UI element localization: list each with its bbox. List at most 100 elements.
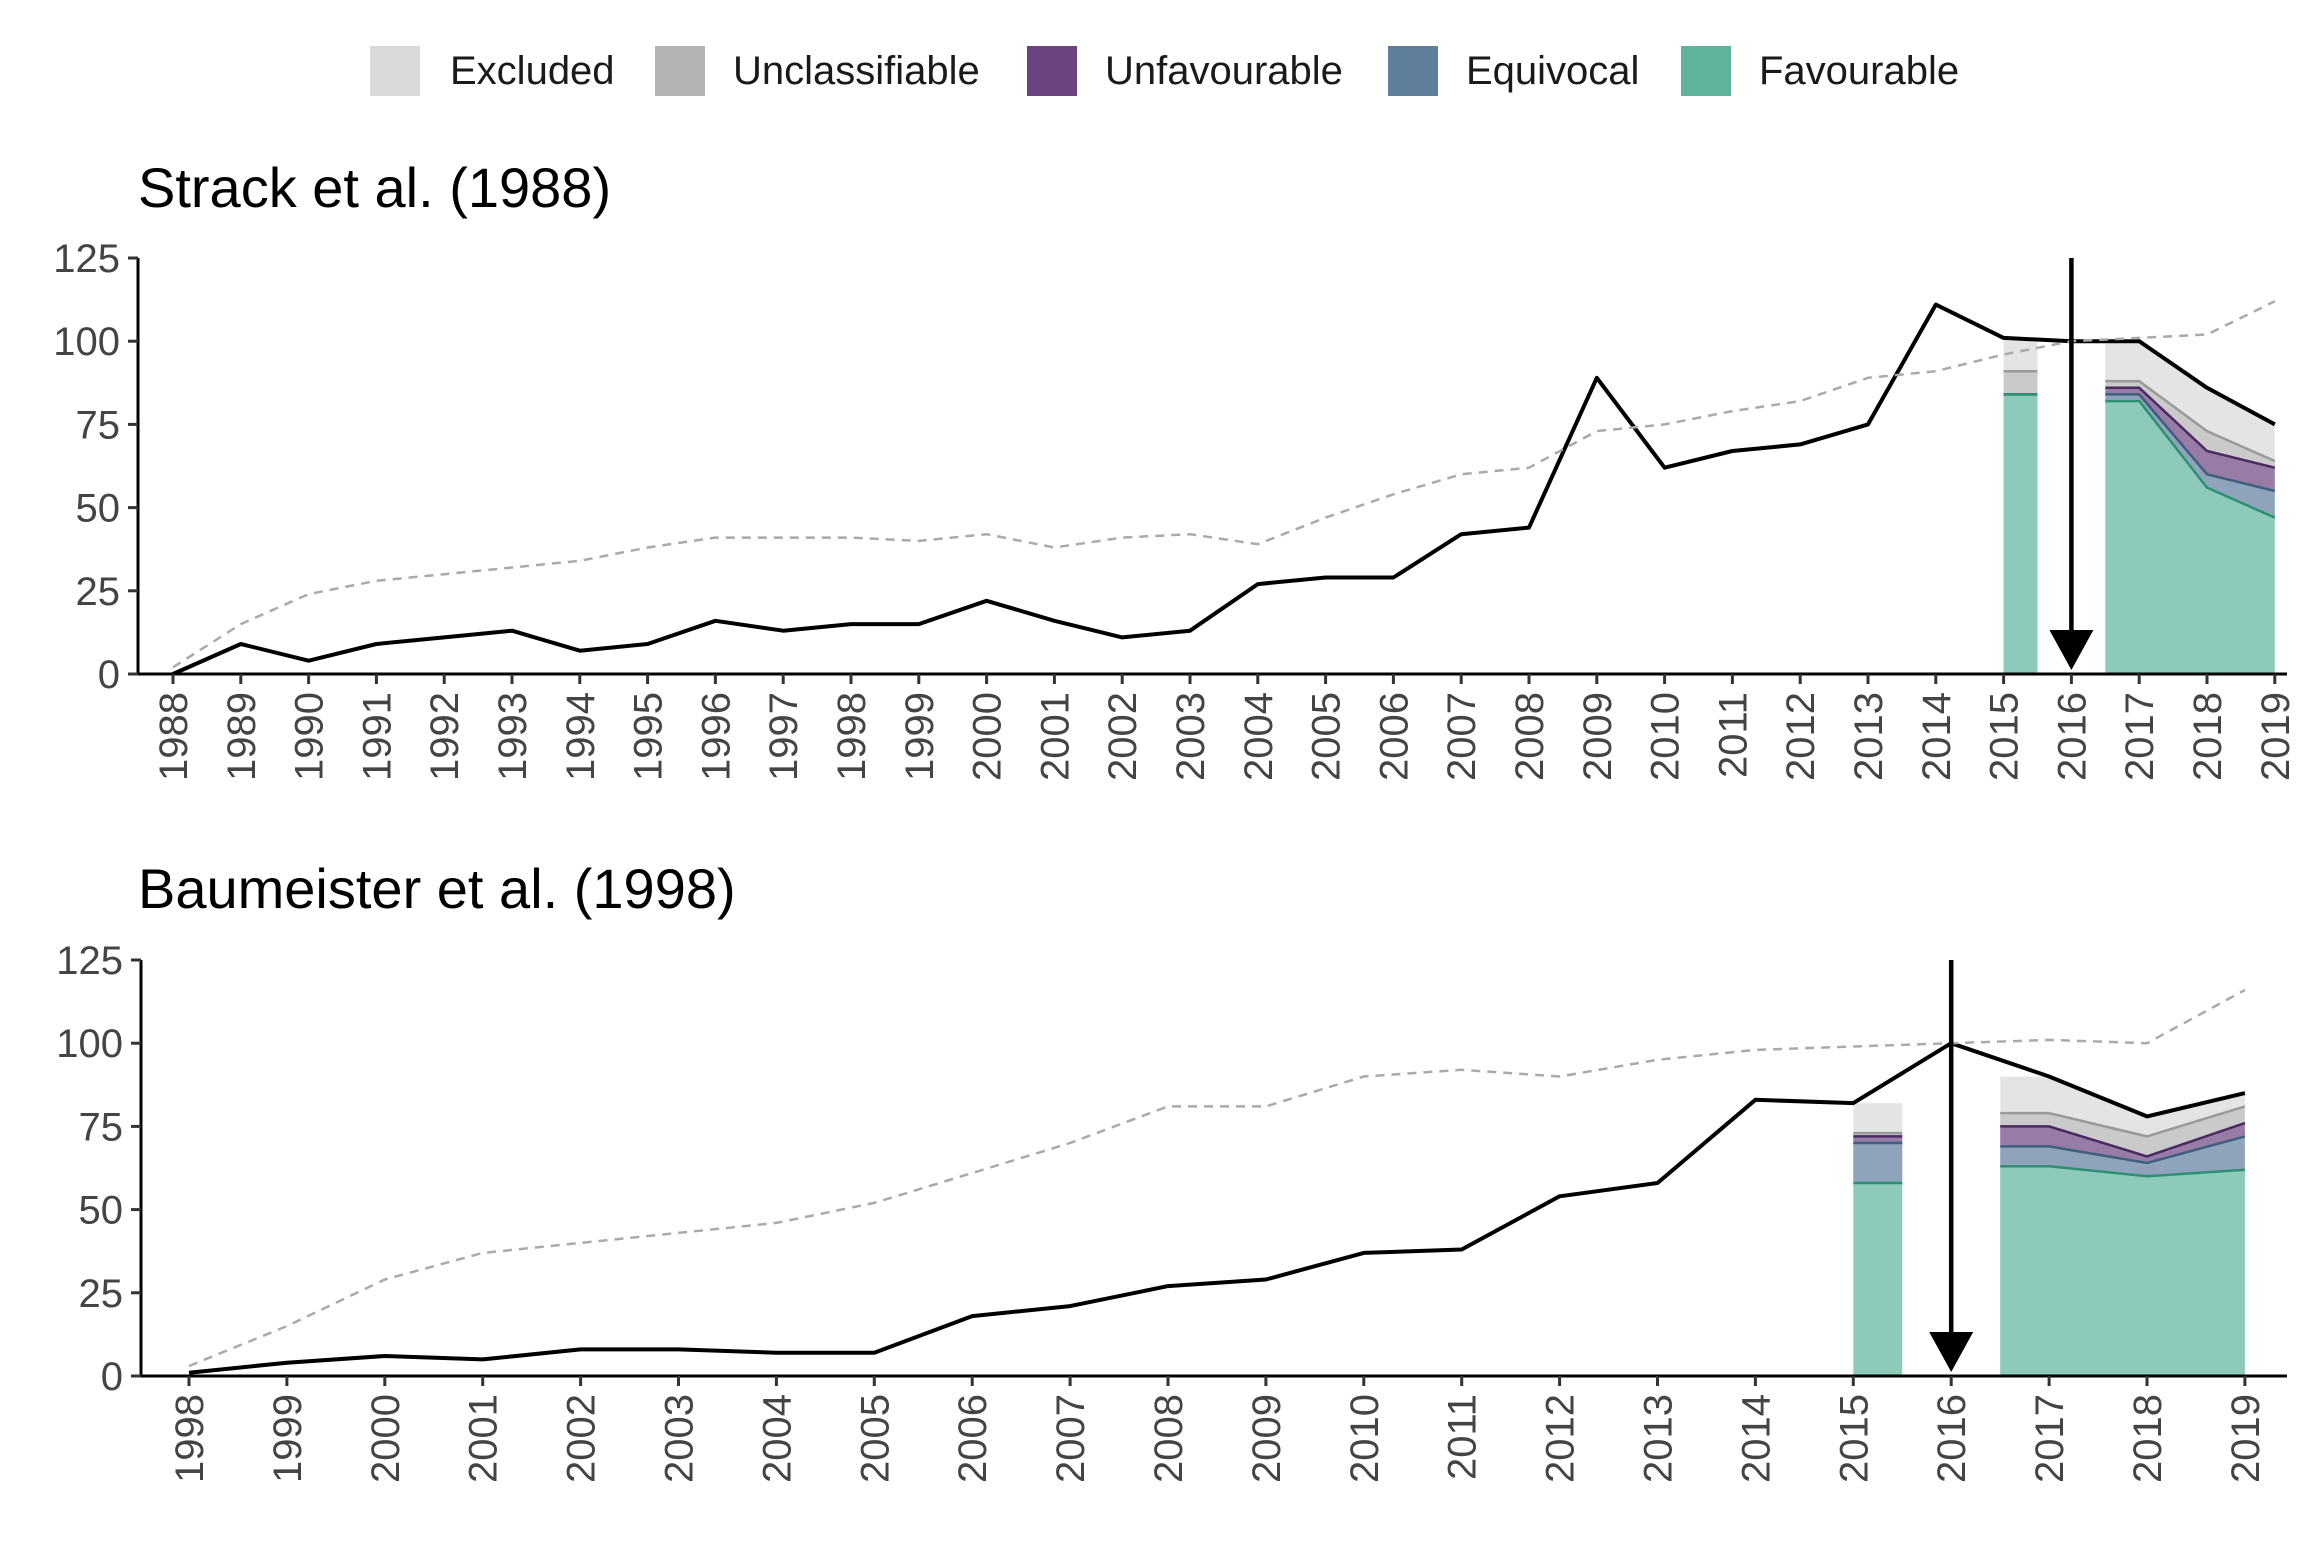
strack-y-tick-label: 0 [98,653,120,697]
baumeister-area-unfavourable-1 [2000,1123,2245,1163]
strack-y-tick-label: 25 [76,570,121,614]
strack-x-tick-label: 2007 [1440,692,1484,781]
strack-x-tick-label: 1996 [694,692,738,781]
strack-x-tick-label: 1995 [627,692,671,781]
baumeister-area-edge-unfavourable-1 [2000,1121,2246,1158]
baumeister-x-tick-label: 2015 [1832,1394,1876,1483]
baumeister-x-tick-label: 2013 [1637,1394,1681,1483]
strack-y-tick-label: 50 [76,487,121,531]
strack-x-tick-label: 1994 [559,692,603,781]
strack-x-tick-label: 2005 [1305,692,1349,781]
baumeister-area-favourable-1 [2000,1166,2245,1376]
strack-area-favourable-0 [2003,394,2038,674]
legend-swatch-favourable [1681,46,1731,96]
strack-x-tick-label: 2006 [1372,692,1416,781]
strack-x-tick-label: 2014 [1915,692,1959,781]
baumeister-x-tick-label: 1998 [168,1394,212,1483]
legend-swatch-unclassifiable [655,46,705,96]
baumeister-x-tick-label: 2005 [853,1394,897,1483]
strack-area-excluded-1 [2105,341,2275,461]
baumeister-line-reference [188,988,2246,1368]
baumeister-x-tick-label: 2001 [462,1394,506,1483]
baumeister-title: Baumeister et al. (1998) [138,857,736,920]
baumeister-arrow-head [1929,1332,1974,1372]
baumeister-area-unfavourable-0 [1853,1136,1903,1143]
strack-x-tick-label: 2008 [1508,692,1552,781]
legend-swatch-excluded [370,46,420,96]
baumeister-x-tick-label: 2018 [2126,1394,2170,1483]
legend-swatch-equivocal [1388,46,1438,96]
baumeister-x-tick-label: 2008 [1147,1394,1191,1483]
baumeister-area-excluded-0 [1853,1103,1903,1134]
baumeister-x-tick-label: 2014 [1734,1394,1778,1483]
legend-label-unfavourable: Unfavourable [1105,49,1343,93]
strack-area-edge-equivocal-1 [2105,393,2276,493]
strack-x-tick-label: 1988 [152,692,196,781]
strack-x-tick-label: 2009 [1576,692,1620,781]
baumeister-area-equivocal-0 [1853,1143,1903,1183]
baumeister-x-tick-label: 1999 [266,1394,310,1483]
baumeister-y-tick-label: 125 [56,939,123,983]
baumeister-y-tick-label: 50 [79,1189,124,1233]
strack-x-tick-label: 2003 [1169,692,1213,781]
strack-x-tick-label: 2004 [1237,692,1281,781]
strack-x-tick-label: 2017 [2118,692,2162,781]
strack-x-tick-label: 1990 [288,692,332,781]
strack-area-edge-favourable-1 [2105,399,2276,519]
baumeister-x-tick-label: 2009 [1245,1394,1289,1483]
baumeister-x-tick-label: 2012 [1539,1394,1583,1483]
legend: Excluded Unclassifiable Unfavourable Equivo… [370,46,1959,96]
strack-x-tick-label: 1989 [220,692,264,781]
strack-title: Strack et al. (1988) [138,156,611,219]
strack-y-tick-label: 100 [53,320,120,364]
baumeister-x-tick-label: 2017 [2028,1394,2072,1483]
baumeister-x-tick-label: 2019 [2224,1394,2268,1483]
baumeister-x-tick-label: 2010 [1343,1394,1387,1483]
strack-area-unclassifiable-1 [2105,381,2275,468]
baumeister-x-tick-label: 2000 [364,1394,408,1483]
legend-label-excluded: Excluded [450,49,615,93]
strack-area-edge-unclassifiable-1 [2105,379,2276,463]
baumeister-x-tick-label: 2004 [755,1394,799,1483]
strack-x-tick-label: 2000 [966,692,1010,781]
strack-x-tick-label: 2001 [1033,692,1077,781]
panel-strack: Strack et al. (1988) 0 25 50 75 100 125 1988 198… [53,156,2298,781]
strack-x-tick-label: 1993 [491,692,535,781]
strack-x-tick-label: 1997 [762,692,806,781]
baumeister-y-tick-label: 25 [79,1272,124,1316]
strack-x-tick-label: 1999 [898,692,942,781]
strack-x-tick-label: 1998 [830,692,874,781]
strack-y-tick-label: 75 [76,403,121,447]
strack-x-tick-label: 2011 [1711,692,1755,778]
strack-x-tick-label: 2018 [2186,692,2230,781]
strack-x-tick-label: 1991 [355,692,399,781]
baumeister-area-favourable-0 [1853,1183,1903,1376]
strack-x-tick-label: 2015 [1983,692,2027,781]
strack-area-unfavourable-1 [2105,387,2275,491]
baumeister-area-edge-equivocal-1 [2000,1135,2246,1165]
strack-arrow-head [2049,630,2094,670]
strack-x-tick-label: 2019 [2254,692,2298,781]
baumeister-x-tick-label: 2006 [951,1394,995,1483]
strack-line-citations [172,302,2276,676]
legend-label-equivocal: Equivocal [1466,49,1639,93]
strack-x-tick-label: 2013 [1847,692,1891,781]
strack-x-tick-label: 2016 [2050,692,2094,781]
strack-x-tick-label: 1992 [423,692,467,781]
baumeister-y-tick-label: 75 [79,1105,124,1149]
baumeister-y-tick-label: 100 [56,1022,123,1066]
legend-swatch-unfavourable [1027,46,1077,96]
legend-label-favourable: Favourable [1759,49,1959,93]
strack-area-favourable-1 [2105,401,2275,674]
baumeister-x-tick-label: 2002 [560,1394,604,1483]
strack-x-tick-label: 2012 [1779,692,1823,781]
strack-area-edge-unfavourable-1 [2105,386,2276,469]
strack-y-tick-label: 125 [53,237,120,281]
baumeister-x-tick-label: 2011 [1441,1394,1485,1480]
strack-x-tick-label: 2010 [1644,692,1688,781]
baumeister-area-edge-favourable-1 [2000,1165,2245,1178]
panel-baumeister: Baumeister et al. (1998) 0 25 50 75 100 125 199… [56,857,2287,1483]
baumeister-x-tick-label: 2007 [1049,1394,1093,1483]
